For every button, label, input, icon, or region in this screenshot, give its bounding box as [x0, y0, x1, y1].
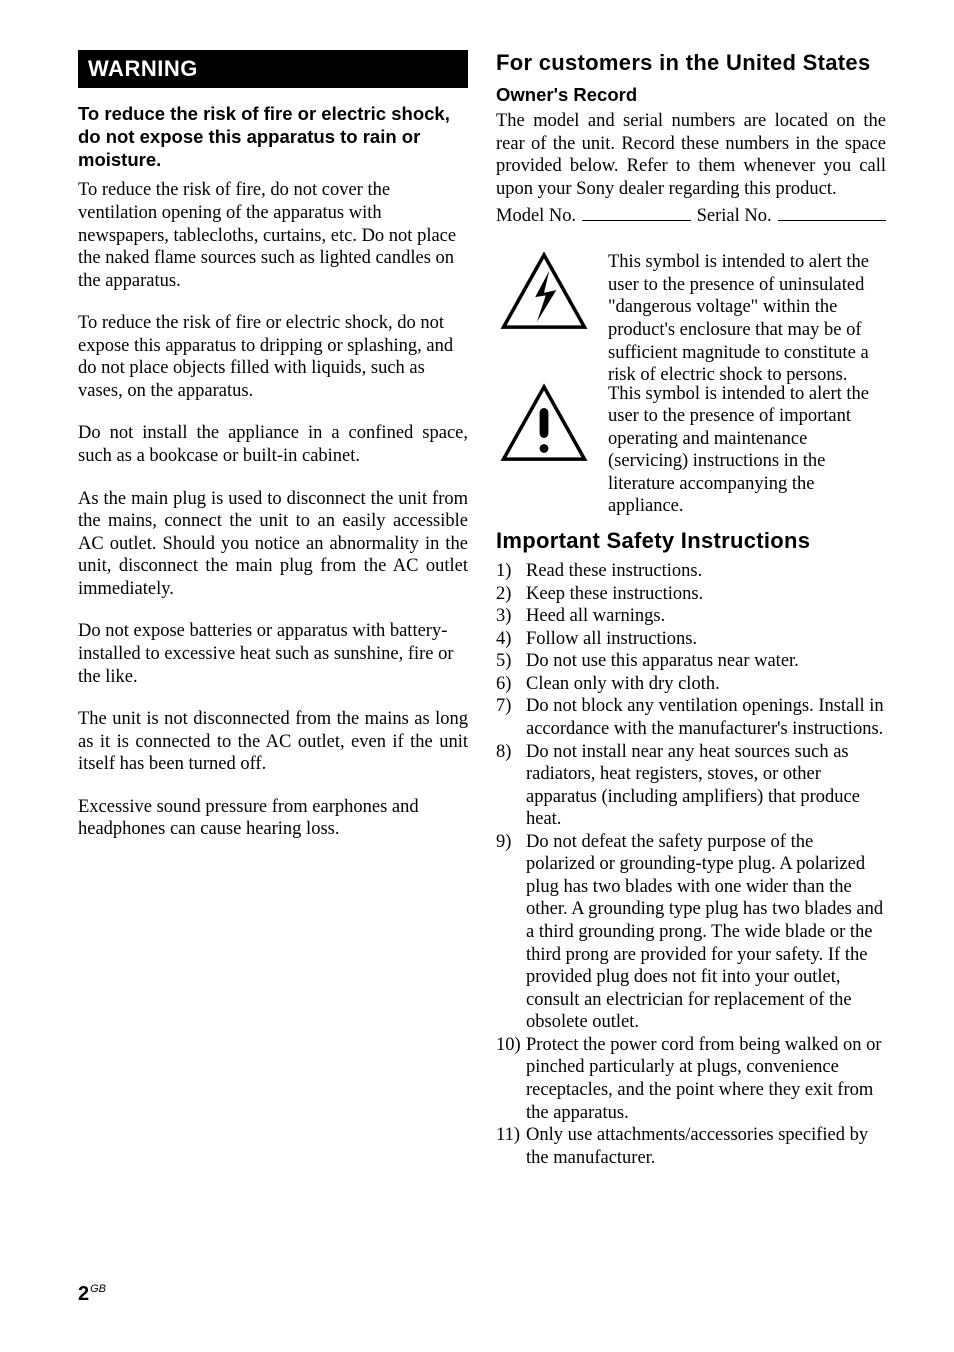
right-column: For customers in the United States Owner… — [496, 50, 886, 1169]
list-item: 7)Do not block any ventilation openings.… — [496, 695, 886, 740]
model-serial-line: Model No. Serial No. — [496, 202, 886, 227]
warning-p7: Excessive sound pressure from earphones … — [78, 796, 468, 841]
item-num: 4) — [496, 628, 526, 651]
caution-icon — [496, 383, 592, 463]
list-item: 5)Do not use this apparatus near water. — [496, 650, 886, 673]
item-text: Heed all warnings. — [526, 605, 886, 628]
warning-p2: To reduce the risk of fire or electric s… — [78, 312, 468, 402]
item-text: Keep these instructions. — [526, 583, 886, 606]
owners-record-heading: Owner's Record — [496, 84, 886, 106]
warning-p3: Do not install the appliance in a confin… — [78, 422, 468, 467]
serial-no-label: Serial No. — [697, 205, 772, 228]
item-num: 2) — [496, 583, 526, 606]
voltage-symbol-text: This symbol is intended to alert the use… — [608, 251, 886, 386]
list-item: 11)Only use attachments/accessories spec… — [496, 1124, 886, 1169]
warning-p5: Do not expose batteries or apparatus wit… — [78, 620, 468, 688]
warning-subheading: To reduce the risk of fire or electric s… — [78, 102, 468, 171]
list-item: 10)Protect the power cord from being wal… — [496, 1034, 886, 1124]
item-num: 8) — [496, 741, 526, 831]
safety-list: 1)Read these instructions. 2)Keep these … — [496, 560, 886, 1169]
item-text: Clean only with dry cloth. — [526, 673, 886, 696]
item-text: Protect the power cord from being walked… — [526, 1034, 886, 1124]
caution-symbol-text: This symbol is intended to alert the use… — [608, 383, 886, 518]
list-item: 4)Follow all instructions. — [496, 628, 886, 651]
item-text: Do not install near any heat sources suc… — [526, 741, 886, 831]
item-num: 10) — [496, 1034, 526, 1124]
item-num: 5) — [496, 650, 526, 673]
owners-para: The model and serial numbers are located… — [496, 110, 886, 200]
warning-bar: WARNING — [78, 50, 468, 88]
list-item: 9)Do not defeat the safety purpose of th… — [496, 831, 886, 1034]
safety-heading: Important Safety Instructions — [496, 528, 886, 554]
list-item: 1)Read these instructions. — [496, 560, 886, 583]
item-text: Do not block any ventilation openings. I… — [526, 695, 886, 740]
list-item: 2)Keep these instructions. — [496, 583, 886, 606]
item-text: Follow all instructions. — [526, 628, 886, 651]
page-footer: 2GB — [78, 1283, 106, 1306]
model-no-blank[interactable] — [582, 202, 690, 221]
voltage-icon — [496, 251, 592, 331]
warning-p6: The unit is not disconnected from the ma… — [78, 708, 468, 776]
item-num: 11) — [496, 1124, 526, 1169]
serial-no-blank[interactable] — [778, 202, 886, 221]
item-num: 6) — [496, 673, 526, 696]
warning-p4: As the main plug is used to disconnect t… — [78, 488, 468, 601]
item-num: 7) — [496, 695, 526, 740]
item-text: Do not use this apparatus near water. — [526, 650, 886, 673]
item-text: Do not defeat the safety purpose of the … — [526, 831, 886, 1034]
list-item: 8)Do not install near any heat sources s… — [496, 741, 886, 831]
page-number: 2 — [78, 1283, 89, 1305]
caution-symbol-row: This symbol is intended to alert the use… — [496, 383, 886, 518]
page-lang: GB — [90, 1283, 106, 1295]
left-column: WARNING To reduce the risk of fire or el… — [78, 50, 468, 1169]
list-item: 3)Heed all warnings. — [496, 605, 886, 628]
item-text: Only use attachments/accessories specifi… — [526, 1124, 886, 1169]
model-no-label: Model No. — [496, 205, 576, 228]
list-item: 6)Clean only with dry cloth. — [496, 673, 886, 696]
page-columns: WARNING To reduce the risk of fire or el… — [78, 50, 886, 1169]
us-customers-heading: For customers in the United States — [496, 50, 886, 76]
item-text: Read these instructions. — [526, 560, 886, 583]
item-num: 1) — [496, 560, 526, 583]
warning-p1: To reduce the risk of fire, do not cover… — [78, 179, 468, 292]
item-num: 3) — [496, 605, 526, 628]
voltage-symbol-row: This symbol is intended to alert the use… — [496, 251, 886, 386]
item-num: 9) — [496, 831, 526, 1034]
